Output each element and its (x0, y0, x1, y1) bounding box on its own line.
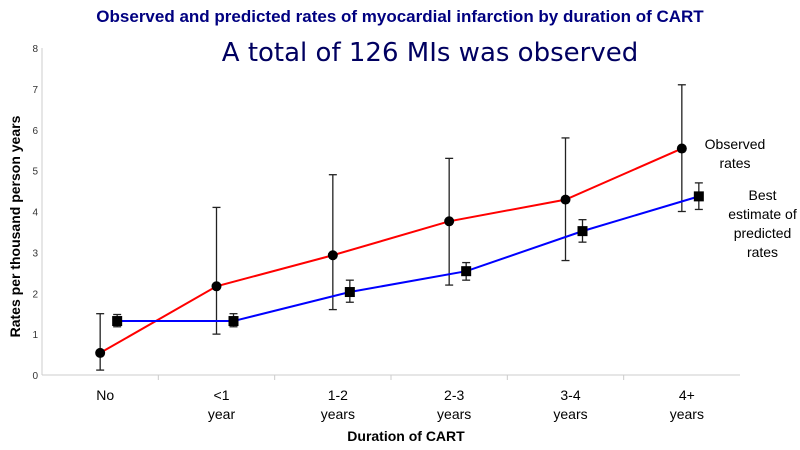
x-tick-label: No (96, 387, 114, 403)
series-line-observed (99, 147, 683, 354)
y-axis-label: Rates per thousand person years (7, 115, 23, 337)
data-point-observed (211, 281, 222, 292)
data-point-observed (327, 250, 338, 261)
legend-text: Best (748, 187, 777, 203)
data-point-predicted (344, 287, 355, 298)
x-tick-label: years (553, 406, 587, 422)
series-line-predicted (117, 195, 700, 323)
x-tick-label: years (321, 406, 355, 422)
legend-text: estimate of (728, 206, 797, 222)
data-point-predicted (461, 266, 472, 277)
data-point-observed (444, 216, 455, 227)
x-tick-label: 4+ (679, 387, 695, 403)
legend-text: predicted (733, 225, 792, 241)
x-tick-label: 2-3 (444, 387, 464, 403)
y-tick-label: 6 (32, 126, 38, 137)
x-axis-label: Duration of CART (347, 428, 465, 444)
data-point-predicted (112, 316, 123, 327)
y-tick-label: 3 (32, 248, 38, 259)
legend-text: Observed (704, 136, 766, 152)
legend-observed: Observed rates (695, 135, 775, 173)
y-tick-label: 4 (32, 208, 38, 219)
data-point-predicted (228, 316, 239, 327)
legend-text: rates (746, 244, 779, 260)
x-tick-label: 3-4 (560, 387, 580, 403)
data-point-predicted (693, 191, 704, 202)
data-point-observed (95, 347, 106, 358)
legend-text: rates (719, 155, 751, 171)
annotation: A total of 126 MIs was observed (221, 38, 639, 68)
x-tick-label: <1 (214, 387, 230, 403)
chart-title: Observed and predicted rates of myocardi… (96, 7, 704, 26)
y-tick-label: 8 (32, 44, 38, 55)
x-tick-label: years (670, 406, 704, 422)
x-tick-label: year (208, 406, 236, 422)
x-tick-label: 1-2 (328, 387, 348, 403)
data-point-predicted (577, 226, 588, 237)
x-tick-label: years (437, 406, 471, 422)
data-point-observed (560, 194, 571, 205)
y-tick-label: 2 (32, 289, 38, 300)
y-tick-label: 1 (32, 330, 38, 341)
legend-predicted: Best estimate of predicted rates (725, 186, 800, 262)
y-tick-label: 5 (32, 167, 38, 178)
y-tick-label: 0 (32, 371, 38, 382)
y-tick-label: 7 (32, 85, 38, 96)
data-point-observed (676, 143, 687, 154)
